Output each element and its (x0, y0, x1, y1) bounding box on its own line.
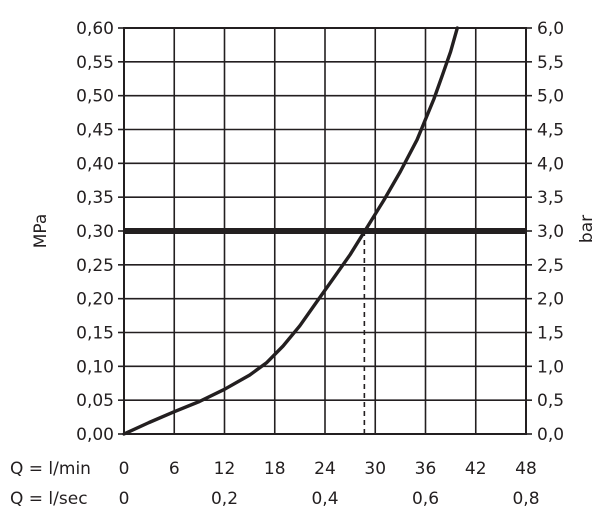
right-axis-title: bar (577, 215, 597, 243)
left-tick-label: 0,45 (76, 121, 114, 141)
right-tick-label: 3,5 (537, 188, 564, 208)
right-tick-label: 6,0 (537, 19, 564, 39)
right-tick-label: 2,0 (537, 290, 564, 310)
x-lmin-tick-label: 36 (415, 459, 437, 479)
x-lsec-tick-label: 0,4 (311, 489, 338, 509)
flow-curve (122, 26, 459, 436)
left-tick-label: 0,30 (76, 222, 114, 242)
left-axis-title: MPa (31, 214, 51, 249)
left-tick-label: 0,00 (76, 425, 114, 445)
right-tick-label: 4,0 (537, 154, 564, 174)
right-tick-label: 2,5 (537, 256, 564, 276)
x-axis-lmin-ticks: 0 6 12 18 24 30 36 42 48 (119, 459, 537, 479)
right-tick-label: 1,0 (537, 357, 564, 377)
left-tick-label: 0,10 (76, 357, 114, 377)
right-tick-label: 0,0 (537, 425, 564, 445)
right-tick-label: 1,5 (537, 324, 564, 344)
x-lsec-tick-label: 0,2 (211, 489, 238, 509)
x-lsec-tick-label: 0 (119, 489, 130, 509)
x-lmin-tick-label: 6 (169, 459, 180, 479)
x-lmin-tick-label: 0 (119, 459, 130, 479)
x-lmin-tick-label: 48 (515, 459, 537, 479)
right-tick-label: 5,0 (537, 87, 564, 107)
right-tick-label: 0,5 (537, 391, 564, 411)
right-tick-label: 3,0 (537, 222, 564, 242)
left-tick-label: 0,20 (76, 290, 114, 310)
left-tick-label: 0,15 (76, 324, 114, 344)
x-lmin-tick-label: 30 (364, 459, 386, 479)
left-tick-label: 0,60 (76, 19, 114, 39)
right-tick-label: 4,5 (537, 121, 564, 141)
x-axis-lsec-ticks: 0 0,2 0,4 0,6 0,8 (119, 489, 540, 509)
x-lmin-tick-label: 42 (465, 459, 487, 479)
right-tick-label: 5,5 (537, 53, 564, 73)
x-lmin-tick-label: 12 (214, 459, 236, 479)
left-tick-label: 0,40 (76, 154, 114, 174)
x-lsec-tick-label: 0,6 (412, 489, 439, 509)
x-lmin-tick-label: 24 (314, 459, 336, 479)
left-tick-label: 0,35 (76, 188, 114, 208)
x-lmin-tick-label: 18 (264, 459, 286, 479)
curve-layer (122, 26, 526, 436)
left-tick-label: 0,25 (76, 256, 114, 276)
x-axis-lmin-title: Q = l/min (10, 459, 91, 479)
left-tick-label: 0,50 (76, 87, 114, 107)
x-axis-lsec-title: Q = l/sec (10, 489, 88, 509)
left-tick-label: 0,05 (76, 391, 114, 411)
right-axis-ticks: 0,0 0,5 1,0 1,5 2,0 2,5 3,0 3,5 4,0 4,5 5,0 5,5 6,0 (526, 19, 564, 445)
x-lsec-tick-label: 0,8 (512, 489, 539, 509)
left-axis-ticks: 0,00 0,05 0,10 0,15 0,20 0,25 0,30 0,35 0,40 0,45… (76, 19, 124, 445)
left-tick-label: 0,55 (76, 53, 114, 73)
